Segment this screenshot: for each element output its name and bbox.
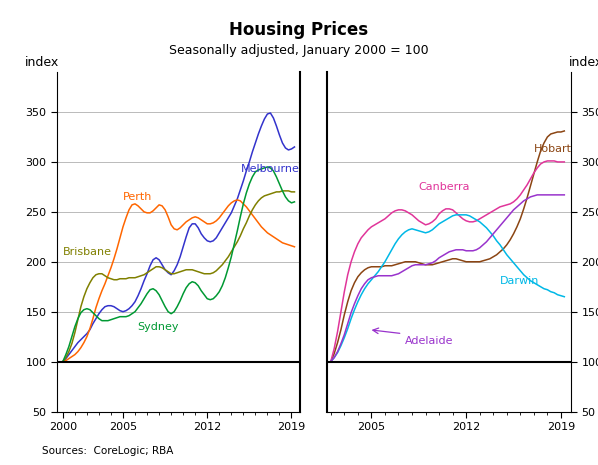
Text: Adelaide: Adelaide — [405, 336, 454, 345]
Text: index: index — [25, 56, 59, 69]
Text: Sources:  CoreLogic; RBA: Sources: CoreLogic; RBA — [42, 445, 173, 456]
Text: Brisbane: Brisbane — [63, 247, 112, 257]
Text: Hobart: Hobart — [534, 144, 572, 154]
Text: Canberra: Canberra — [419, 182, 470, 192]
Text: index: index — [569, 56, 598, 69]
Text: Seasonally adjusted, January 2000 = 100: Seasonally adjusted, January 2000 = 100 — [169, 44, 429, 57]
Text: Perth: Perth — [123, 192, 152, 202]
Text: Darwin: Darwin — [500, 276, 539, 286]
Text: Sydney: Sydney — [138, 322, 179, 332]
Text: Housing Prices: Housing Prices — [230, 21, 368, 39]
Text: Melbourne: Melbourne — [241, 164, 300, 174]
